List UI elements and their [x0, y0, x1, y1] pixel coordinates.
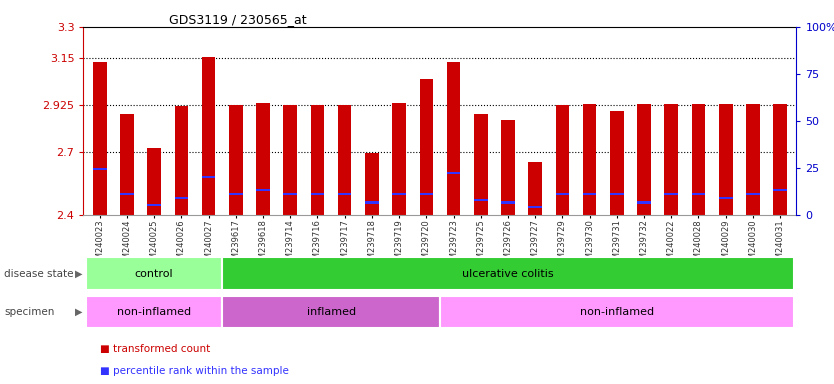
Bar: [665, 193, 678, 195]
Bar: [256, 189, 270, 191]
Bar: [501, 120, 515, 215]
Text: ▶: ▶: [75, 307, 83, 317]
Bar: [174, 197, 188, 199]
Text: specimen: specimen: [4, 307, 54, 317]
Bar: [474, 114, 488, 215]
Bar: [447, 172, 460, 174]
Bar: [420, 79, 433, 215]
Bar: [719, 197, 732, 199]
Bar: [691, 104, 706, 215]
Bar: [93, 168, 107, 170]
Text: inflamed: inflamed: [307, 307, 355, 317]
Bar: [501, 202, 515, 204]
Bar: [665, 104, 678, 215]
Bar: [229, 193, 243, 195]
Bar: [440, 296, 794, 328]
Bar: [637, 104, 651, 215]
Bar: [229, 105, 243, 215]
Text: non-inflamed: non-inflamed: [580, 307, 654, 317]
Bar: [691, 193, 706, 195]
Bar: [392, 103, 406, 215]
Bar: [120, 114, 133, 215]
Bar: [773, 104, 787, 215]
Bar: [555, 105, 570, 215]
Bar: [555, 193, 570, 195]
Text: ulcerative colitis: ulcerative colitis: [462, 268, 554, 279]
Text: GDS3119 / 230565_at: GDS3119 / 230565_at: [169, 13, 307, 26]
Text: disease state: disease state: [4, 268, 73, 279]
Bar: [256, 103, 270, 215]
Bar: [202, 176, 215, 179]
Bar: [746, 104, 760, 215]
Text: control: control: [135, 268, 173, 279]
Text: ▶: ▶: [75, 268, 83, 279]
Bar: [284, 105, 297, 215]
Bar: [610, 111, 624, 215]
Bar: [310, 193, 324, 195]
Bar: [365, 153, 379, 215]
Bar: [222, 296, 440, 328]
Bar: [338, 193, 351, 195]
Bar: [310, 105, 324, 215]
Bar: [773, 189, 787, 191]
Bar: [474, 199, 488, 202]
Bar: [148, 204, 161, 205]
Bar: [338, 105, 351, 215]
Bar: [420, 193, 433, 195]
Text: non-inflamed: non-inflamed: [117, 307, 191, 317]
Bar: [529, 162, 542, 215]
Bar: [583, 104, 596, 215]
Bar: [174, 106, 188, 215]
Bar: [719, 104, 732, 215]
Text: ■ percentile rank within the sample: ■ percentile rank within the sample: [100, 366, 289, 376]
Bar: [93, 63, 107, 215]
Bar: [148, 148, 161, 215]
Bar: [365, 202, 379, 204]
Bar: [392, 193, 406, 195]
Bar: [120, 193, 133, 195]
Bar: [610, 193, 624, 195]
Bar: [529, 206, 542, 208]
Bar: [447, 63, 460, 215]
Text: ■ transformed count: ■ transformed count: [100, 344, 210, 354]
Bar: [86, 257, 222, 290]
Bar: [583, 193, 596, 195]
Bar: [86, 296, 222, 328]
Bar: [637, 202, 651, 204]
Bar: [284, 193, 297, 195]
Bar: [746, 193, 760, 195]
Bar: [202, 57, 215, 215]
Bar: [222, 257, 794, 290]
